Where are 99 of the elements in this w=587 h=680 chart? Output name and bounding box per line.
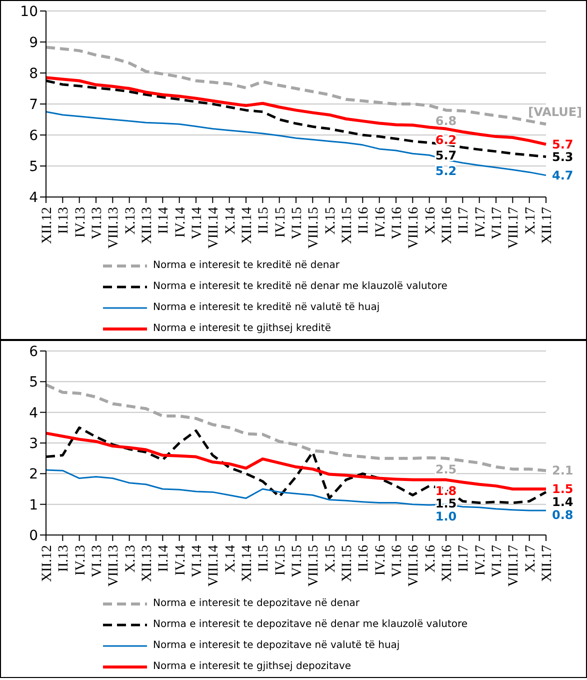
legend-label: Norma e interesit te gjithsej kreditë — [153, 323, 332, 334]
x-tick-label: VI.13 — [90, 545, 105, 578]
x-tick-label: II.14 — [156, 545, 172, 572]
x-tick-label: VI.17 — [490, 207, 505, 240]
x-tick-label: VI.16 — [390, 207, 405, 240]
x-tick-label: IV.15 — [273, 545, 288, 576]
x-tick-label: XII.12 — [40, 207, 55, 244]
data-label: 5.7 — [552, 137, 574, 152]
x-tick-label: VIII.13 — [106, 207, 122, 249]
x-tick-label: X.15 — [323, 207, 338, 235]
x-tick-label: X.16 — [423, 207, 438, 235]
x-tick-label: VIII.14 — [206, 207, 222, 249]
x-tick-label: XII.12 — [40, 545, 55, 582]
x-tick-label: VIII.16 — [406, 545, 422, 587]
y-tick-label: 8 — [29, 66, 38, 82]
legend-label: Norma e interesit te gjithsej depozitave — [153, 661, 352, 672]
x-tick-label: IV.17 — [473, 207, 488, 238]
x-tick-label: VI.15 — [290, 207, 305, 240]
y-tick-label: 5 — [29, 158, 38, 175]
legend-label: Norma e interesit te depozitave në denar me klauzolë valutore — [153, 619, 468, 630]
x-tick-label: X.17 — [523, 545, 538, 573]
x-tick-label: IV.14 — [173, 545, 188, 576]
data-label: 0.8 — [552, 508, 574, 522]
y-tick-label: 10 — [20, 4, 38, 20]
legend-label: Norma e interesit te kreditë në valutë të huaj — [153, 302, 380, 313]
x-tick-label: X.13 — [123, 207, 138, 235]
x-tick-label: II.17 — [456, 207, 472, 234]
y-tick-label: 1 — [29, 497, 38, 514]
y-tick-label: 0 — [29, 528, 38, 544]
x-tick-label: XII.13 — [140, 207, 155, 244]
x-tick-label: VIII.14 — [206, 545, 222, 587]
x-tick-label: XII.14 — [240, 207, 255, 244]
x-tick-label: VIII.15 — [306, 207, 322, 249]
x-tick-label: VI.14 — [190, 545, 205, 578]
data-label: [VALUE] — [528, 105, 582, 120]
x-tick-label: VI.14 — [190, 207, 205, 240]
y-tick-label: 4 — [29, 405, 38, 422]
y-tick-label: 6 — [29, 344, 38, 360]
x-tick-label: X.16 — [423, 545, 438, 573]
x-tick-label: X.13 — [123, 545, 138, 573]
x-tick-label: II.15 — [256, 207, 272, 234]
legend-label: Norma e interesit te depozitave në valutë të huaj — [153, 640, 400, 651]
x-tick-label: VIII.16 — [406, 207, 422, 249]
x-tick-label: VI.17 — [490, 545, 505, 578]
data-label: 5.7 — [435, 148, 457, 162]
x-tick-label: X.17 — [523, 207, 538, 235]
x-tick-label: XII.17 — [540, 545, 555, 582]
x-tick-label: XII.15 — [340, 545, 355, 582]
y-tick-label: 6 — [29, 128, 38, 144]
data-label: 1.4 — [552, 494, 574, 509]
x-tick-label: IV.16 — [373, 545, 388, 576]
x-tick-label: VIII.13 — [106, 545, 122, 587]
x-tick-label: II.14 — [156, 207, 172, 234]
y-tick-label: 3 — [29, 436, 38, 452]
line-series — [44, 383, 548, 472]
x-tick-label: II.13 — [56, 545, 72, 572]
x-tick-label: VIII.17 — [506, 545, 522, 587]
x-tick-label: VIII.15 — [306, 545, 322, 587]
data-label: 2.1 — [552, 464, 574, 478]
data-label: 6.2 — [435, 132, 457, 147]
y-tick-label: 2 — [29, 466, 38, 483]
y-tick-label: 7 — [29, 96, 38, 113]
x-tick-label: II.16 — [356, 545, 372, 572]
x-tick-label: VI.15 — [290, 545, 305, 578]
x-tick-label: VI.16 — [390, 545, 405, 578]
legend-label: Norma e interesit te kreditë në denar — [153, 260, 340, 271]
y-tick-label: 5 — [29, 374, 38, 391]
x-tick-label: XII.13 — [140, 545, 155, 582]
x-tick-label: XII.14 — [240, 545, 255, 582]
data-label: 5.3 — [552, 150, 574, 164]
x-tick-label: VI.13 — [90, 207, 105, 240]
x-tick-label: II.17 — [456, 545, 472, 572]
x-tick-label: IV.16 — [373, 207, 388, 238]
x-tick-label: IV.15 — [273, 207, 288, 238]
legend-label: Norma e interesit te depozitave në denar — [153, 598, 360, 609]
y-tick-label: 9 — [29, 34, 38, 51]
x-tick-label: XII.15 — [340, 207, 355, 244]
data-label: 4.7 — [552, 168, 574, 182]
x-tick-label: X.15 — [323, 545, 338, 573]
x-tick-label: XII.17 — [540, 207, 555, 244]
y-tick-label: 4 — [29, 190, 38, 206]
data-label: 5.2 — [435, 164, 457, 178]
x-tick-label: II.13 — [56, 207, 72, 234]
x-tick-label: II.15 — [256, 545, 272, 572]
legend-label: Norma e interesit te kreditë në denar me klauzolë valutore — [153, 281, 448, 292]
data-label: 1.5 — [552, 482, 574, 496]
x-tick-label: II.16 — [356, 207, 372, 234]
x-tick-label: XII.16 — [440, 207, 455, 244]
data-label: 1.0 — [435, 510, 457, 524]
x-tick-label: VIII.17 — [506, 207, 522, 249]
x-tick-label: XII.16 — [440, 545, 455, 582]
x-tick-label: IV.17 — [473, 545, 488, 576]
data-label: 2.5 — [435, 462, 457, 476]
x-tick-label: X.14 — [223, 545, 238, 573]
x-tick-label: X.14 — [223, 207, 238, 235]
x-tick-label: IV.13 — [73, 545, 88, 576]
data-label: 6.8 — [435, 114, 457, 128]
x-tick-label: IV.13 — [73, 207, 88, 238]
x-tick-label: IV.14 — [173, 207, 188, 238]
